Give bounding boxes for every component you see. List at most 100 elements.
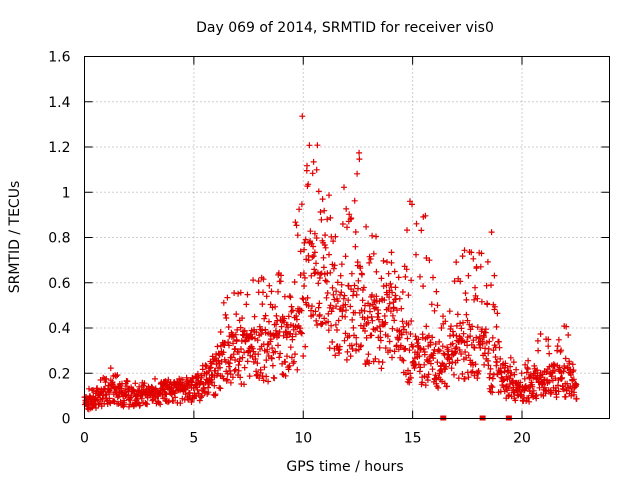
data-point: [421, 373, 428, 380]
data-point: [355, 285, 361, 292]
grid-lines: [84, 56, 610, 419]
data-point: [377, 328, 384, 335]
data-point: [448, 365, 455, 372]
data-point: [367, 256, 374, 262]
data-point: [284, 353, 290, 360]
data-point: [361, 308, 368, 314]
data-point: [268, 288, 275, 295]
y-tick-label: 1.2: [48, 140, 70, 156]
data-point: [507, 363, 514, 370]
data-point: [215, 357, 222, 364]
data-point: [281, 315, 288, 322]
data-point: [406, 347, 413, 354]
data-point: [302, 236, 309, 243]
data-point: [358, 307, 365, 314]
data-point: [431, 307, 438, 314]
data-point: [465, 272, 472, 279]
data-point: [243, 301, 250, 308]
data-point: [540, 381, 546, 388]
data-point: [488, 229, 495, 236]
data-point: [298, 330, 305, 337]
data-point: [308, 272, 315, 279]
data-point: [443, 363, 449, 370]
data-point: [388, 259, 395, 266]
data-point: [436, 338, 443, 345]
data-point: [238, 346, 244, 352]
data-point: [294, 232, 301, 239]
y-tick-label: 1.4: [48, 95, 70, 111]
data-point: [351, 197, 358, 204]
data-point: [368, 313, 375, 320]
data-point: [546, 350, 553, 357]
data-point: [413, 251, 419, 258]
data-point: [348, 215, 355, 222]
data-point: [369, 232, 376, 239]
data-point: [429, 334, 436, 341]
data-point: [363, 334, 370, 341]
data-point: [310, 311, 317, 318]
data-point: [137, 402, 143, 409]
data-point: [199, 366, 206, 373]
data-point: [315, 188, 322, 195]
data-point: [297, 248, 304, 255]
data-point: [438, 325, 445, 331]
data-point: [293, 222, 300, 229]
data-point: [460, 319, 466, 326]
data-point: [562, 393, 569, 400]
data-point: [380, 257, 387, 264]
data-point: [272, 348, 279, 355]
data-point: [289, 307, 296, 314]
data-point: [345, 282, 352, 289]
data-point: [235, 290, 242, 297]
x-tick-label: 20: [513, 431, 531, 447]
x-axis-label: GPS time / hours: [286, 459, 403, 475]
data-point: [489, 334, 496, 341]
data-point: [309, 170, 316, 177]
data-point: [376, 344, 383, 351]
data-point: [333, 303, 340, 310]
data-point: [232, 366, 239, 373]
data-point: [343, 205, 350, 212]
data-point: [188, 399, 195, 405]
data-point: [165, 399, 171, 406]
data-point: [409, 201, 415, 208]
data-point: [396, 295, 403, 302]
data-point: [446, 355, 453, 362]
data-point: [335, 317, 342, 324]
data-point: [222, 340, 228, 346]
data-point: [417, 364, 424, 371]
data-point: [351, 282, 358, 289]
data-point: [301, 283, 308, 289]
data-point: [276, 354, 283, 361]
data-point: [397, 342, 404, 349]
data-point: [418, 227, 425, 234]
data-point: [220, 299, 227, 306]
data-point: [459, 253, 466, 260]
data-point: [372, 355, 379, 362]
data-point: [403, 329, 410, 336]
data-point: [510, 359, 517, 366]
data-point: [318, 216, 325, 223]
data-point: [474, 375, 481, 382]
data-point: [320, 254, 327, 261]
data-point: [227, 379, 234, 386]
data-point: [267, 336, 274, 343]
data-point: [252, 356, 259, 362]
data-point: [266, 282, 273, 289]
data-point: [535, 347, 542, 354]
data-point: [422, 212, 429, 219]
data-point: [545, 343, 552, 350]
data-point: [220, 349, 227, 356]
data-point: [314, 322, 321, 328]
data-point: [258, 331, 265, 338]
data-point: [455, 375, 462, 382]
data-point: [256, 375, 263, 382]
data-point: [496, 344, 503, 351]
data-point: [327, 214, 334, 221]
data-point: [534, 337, 541, 344]
data-point: [313, 317, 320, 324]
data-point: [387, 347, 393, 354]
data-point: [273, 321, 280, 328]
data-point: [86, 385, 92, 392]
data-point: [457, 320, 464, 327]
